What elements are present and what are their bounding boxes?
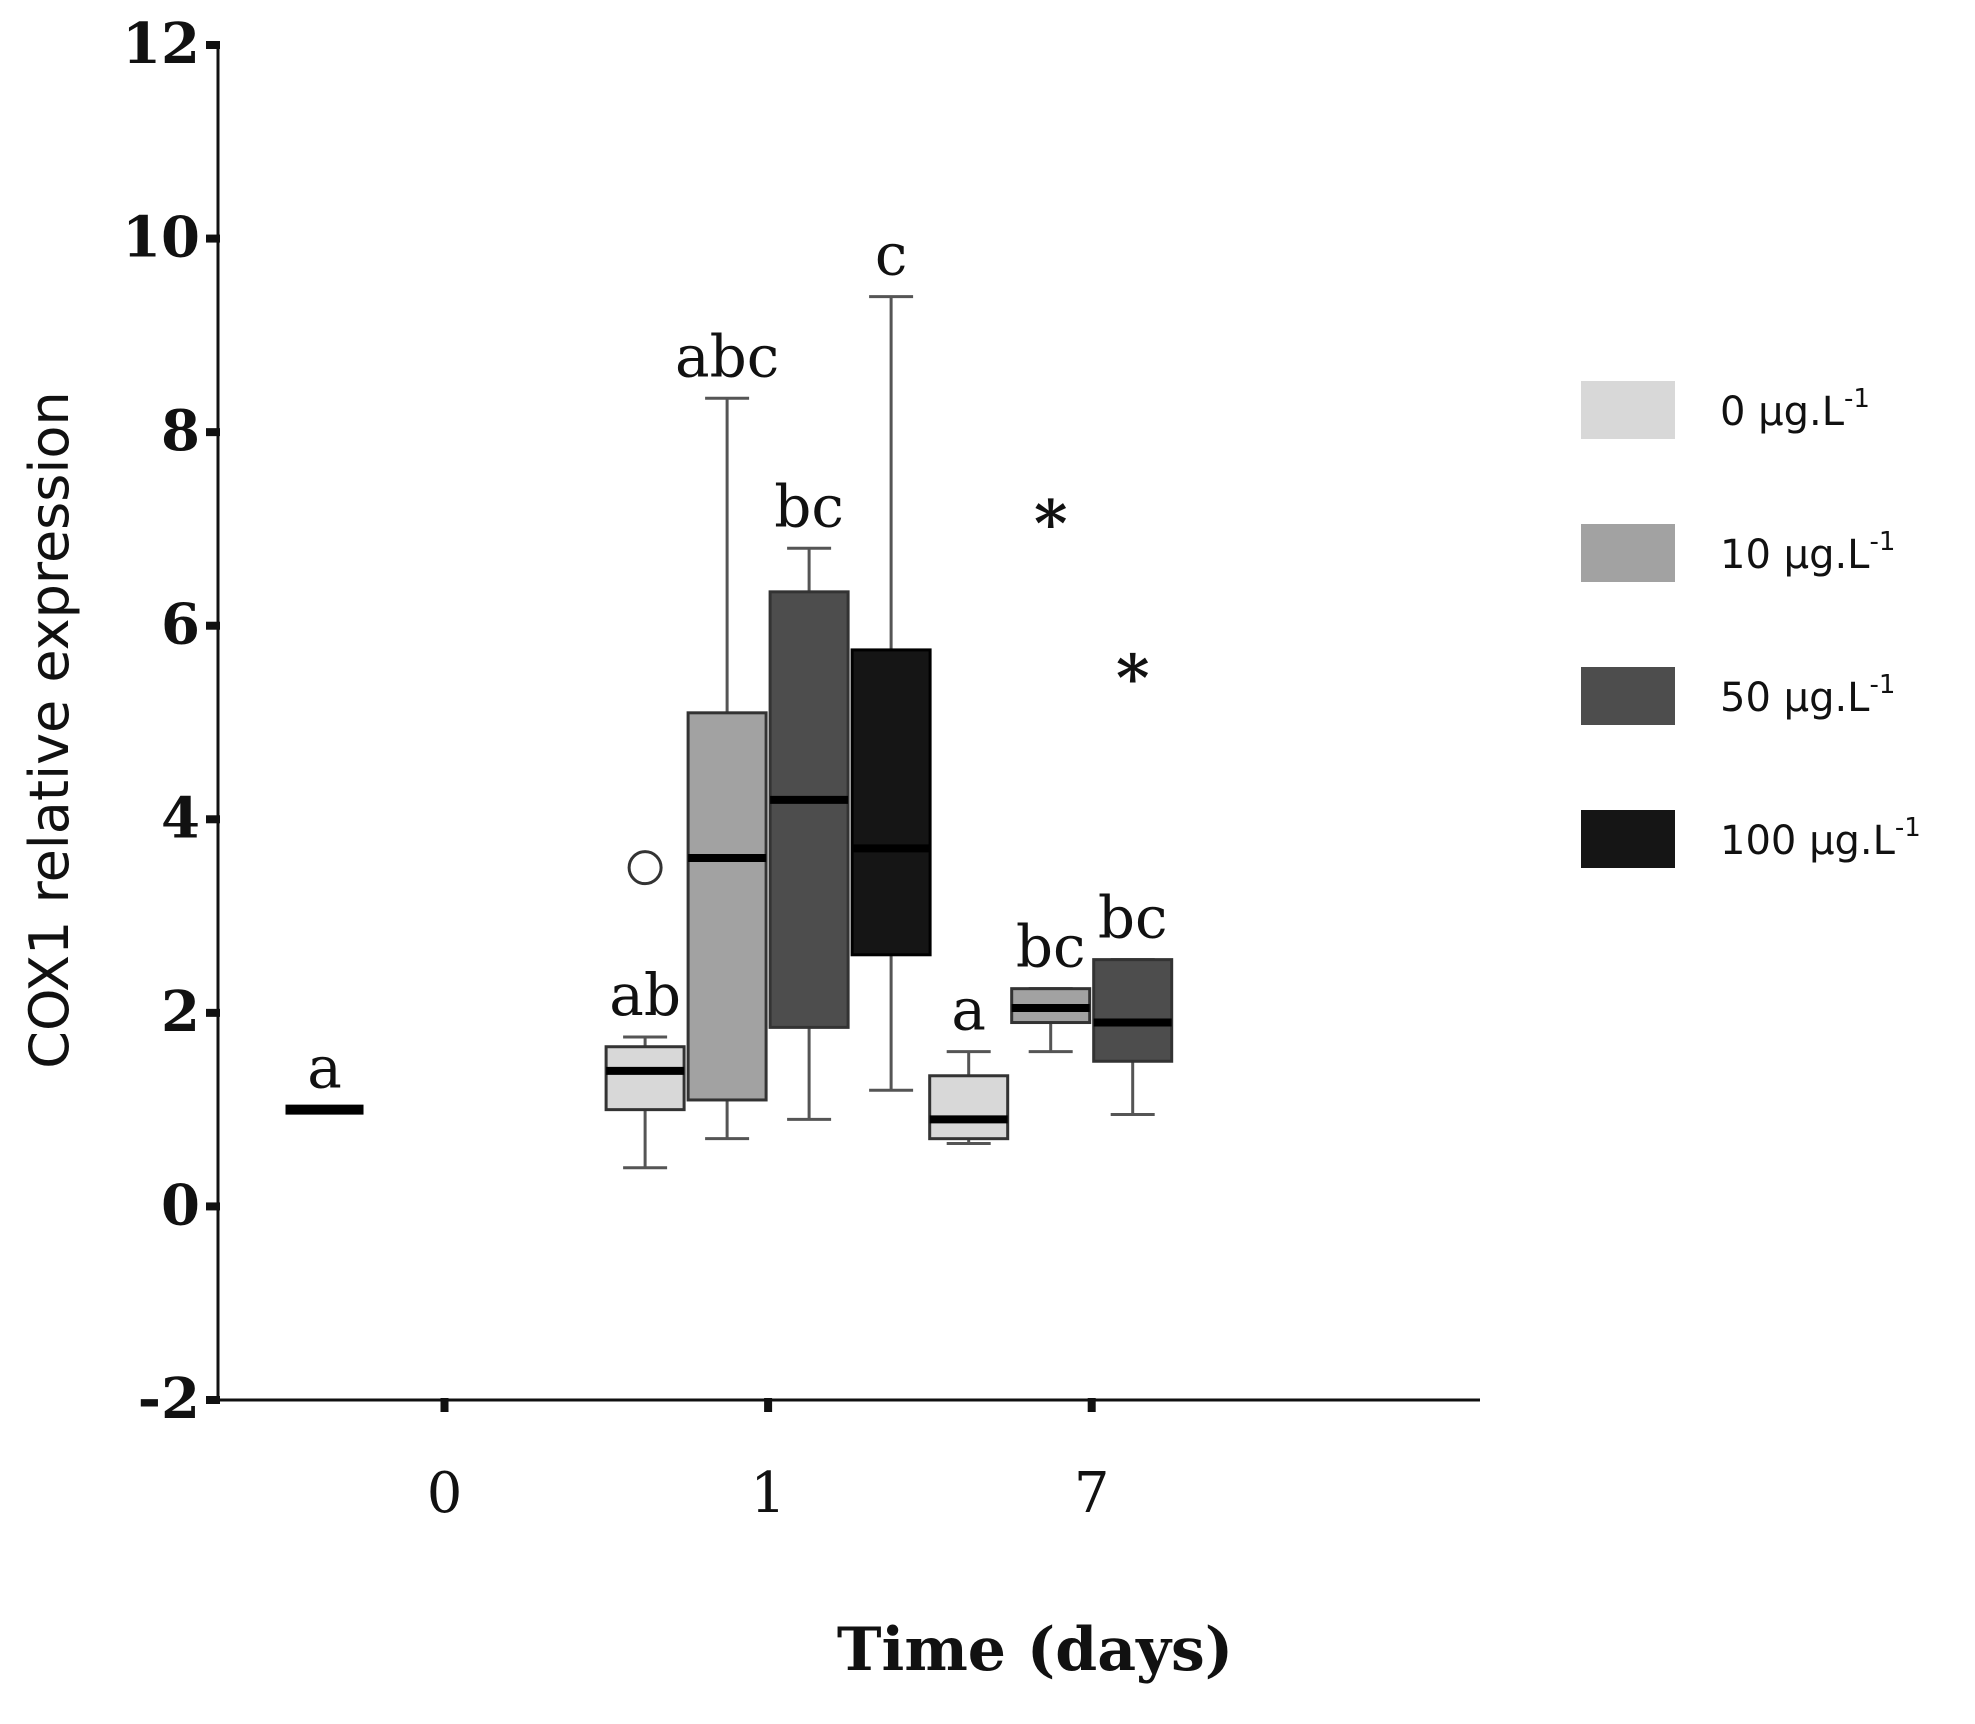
box-body	[1092, 958, 1174, 1063]
box-plot-0-1: ab	[604, 850, 686, 1170]
outlier-point	[627, 850, 663, 886]
y-axis-label: COX1 relative expression	[18, 391, 81, 1068]
extreme-marker: *	[1034, 486, 1067, 561]
box-plot-3-1: c	[850, 221, 932, 1092]
legend-label: 0 µg.L-1	[1720, 384, 1870, 435]
box-plot-0-0: a	[285, 1034, 364, 1115]
legend-label-superscript: -1	[1844, 384, 1870, 414]
box-body	[850, 648, 932, 957]
axes: -2 0 2 4 6 8 10 12 0 1 7 COX1 relative expression…	[18, 11, 1480, 1685]
box-body	[768, 590, 850, 1029]
y-ticks: -2 0 2 4 6 8 10 12	[122, 11, 220, 1432]
legend-label-superscript: -1	[1869, 527, 1895, 557]
y-tick-label: 6	[161, 592, 200, 658]
box-body	[928, 1074, 1010, 1141]
x-tick-label: 7	[1074, 1461, 1110, 1526]
significance-label: abc	[675, 322, 779, 390]
significance-label: a	[307, 1034, 342, 1102]
x-tick-label: 1	[750, 1461, 786, 1526]
extreme-marker: *	[1116, 641, 1149, 716]
legend-swatch	[1579, 808, 1677, 870]
x-axis-label: Time (days)	[837, 1615, 1233, 1685]
box-plot-1-1: abc	[675, 322, 779, 1141]
significance-label: bc	[1016, 913, 1086, 981]
legend-item: 0 µg.L-1	[1579, 379, 1870, 441]
y-tick-label: 0	[161, 1172, 200, 1238]
legend-item: 10 µg.L-1	[1579, 522, 1895, 584]
significance-label: a	[951, 976, 986, 1044]
legend: 0 µg.L-1 10 µg.L-1 50 µg.L-1 100 µg.L-1	[1579, 379, 1921, 870]
y-tick-label: 12	[122, 11, 200, 77]
legend-item: 100 µg.L-1	[1579, 808, 1921, 870]
y-tick-label: 4	[161, 785, 200, 851]
legend-label: 100 µg.L-1	[1720, 813, 1921, 864]
significance-label: bc	[1098, 884, 1168, 952]
legend-label: 10 µg.L-1	[1720, 527, 1895, 578]
legend-swatch	[1579, 665, 1677, 727]
significance-label: ab	[609, 961, 681, 1029]
legend-swatch	[1579, 522, 1677, 584]
y-tick-label: 10	[122, 205, 200, 271]
y-tick-label: 2	[161, 979, 200, 1045]
box-body	[686, 711, 768, 1102]
significance-label: c	[875, 221, 907, 289]
legend-swatch	[1579, 379, 1677, 441]
box-plot-2-1: bc	[768, 472, 850, 1121]
significance-label: bc	[774, 472, 844, 540]
box-body	[604, 1045, 686, 1112]
box-plot-0-7: a	[928, 976, 1010, 1146]
legend-label: 50 µg.L-1	[1720, 670, 1895, 721]
legend-item: 50 µg.L-1	[1579, 665, 1895, 727]
y-tick-label: 8	[161, 398, 200, 464]
legend-label-superscript: -1	[1869, 670, 1895, 700]
box-plot-2-7: * bc	[1092, 641, 1174, 1116]
legend-label-superscript: -1	[1895, 813, 1921, 843]
y-tick-label: -2	[138, 1366, 200, 1432]
x-ticks: 0 1 7	[427, 1398, 1110, 1526]
box-plot-1-7: * bc	[1010, 486, 1092, 1054]
x-tick-label: 0	[427, 1461, 463, 1526]
